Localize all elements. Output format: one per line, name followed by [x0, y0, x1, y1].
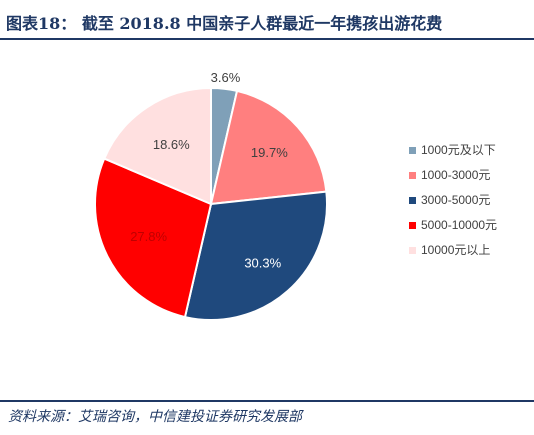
legend-label-1: 1000元及以下 [421, 143, 496, 157]
pie-slice-3 [183, 190, 328, 321]
pie-chart: 3.6% 19.7% 30.3% 27.8% 18.6% 1000元及以下 1000-30… [94, 70, 497, 321]
pie-value-label-4: 27.8% [130, 229, 167, 244]
legend-label-5: 10000元以上 [421, 243, 490, 257]
source-note: 资料来源：艾瑞咨询，中信建投证券研究发展部 [8, 409, 302, 425]
pie-value-label-1: 3.6% [211, 70, 241, 85]
pie-slice-5 [102, 86, 212, 206]
pie-value-label-2: 19.7% [251, 145, 288, 160]
pie-slice-2 [209, 89, 328, 206]
legend-label-2: 1000-3000元 [421, 168, 490, 182]
pie-slice-4 [94, 157, 213, 319]
pie-slices [94, 86, 328, 321]
chart-title: 图表18： 截至 2018.8 中国亲子人群最近一年携孩出游花费 [6, 14, 443, 33]
legend-label-3: 3000-5000元 [421, 193, 490, 207]
legend: 1000元及以下 1000-3000元 3000-5000元 5000-10000元 1… [409, 143, 497, 257]
legend-swatch-1 [409, 147, 416, 154]
header: 图表18： 截至 2018.8 中国亲子人群最近一年携孩出游花费 [0, 0, 534, 42]
pie-value-labels: 3.6% 19.7% 30.3% 27.8% 18.6% [130, 70, 288, 271]
pie-value-label-5: 18.6% [153, 137, 190, 152]
legend-swatch-5 [409, 247, 416, 254]
legend-swatch-3 [409, 197, 416, 204]
legend-swatch-4 [409, 222, 416, 229]
legend-label-4: 5000-10000元 [421, 218, 497, 232]
title-rule [0, 38, 534, 40]
legend-swatch-2 [409, 172, 416, 179]
source-rule [0, 400, 534, 402]
pie-value-label-3: 30.3% [244, 255, 281, 270]
